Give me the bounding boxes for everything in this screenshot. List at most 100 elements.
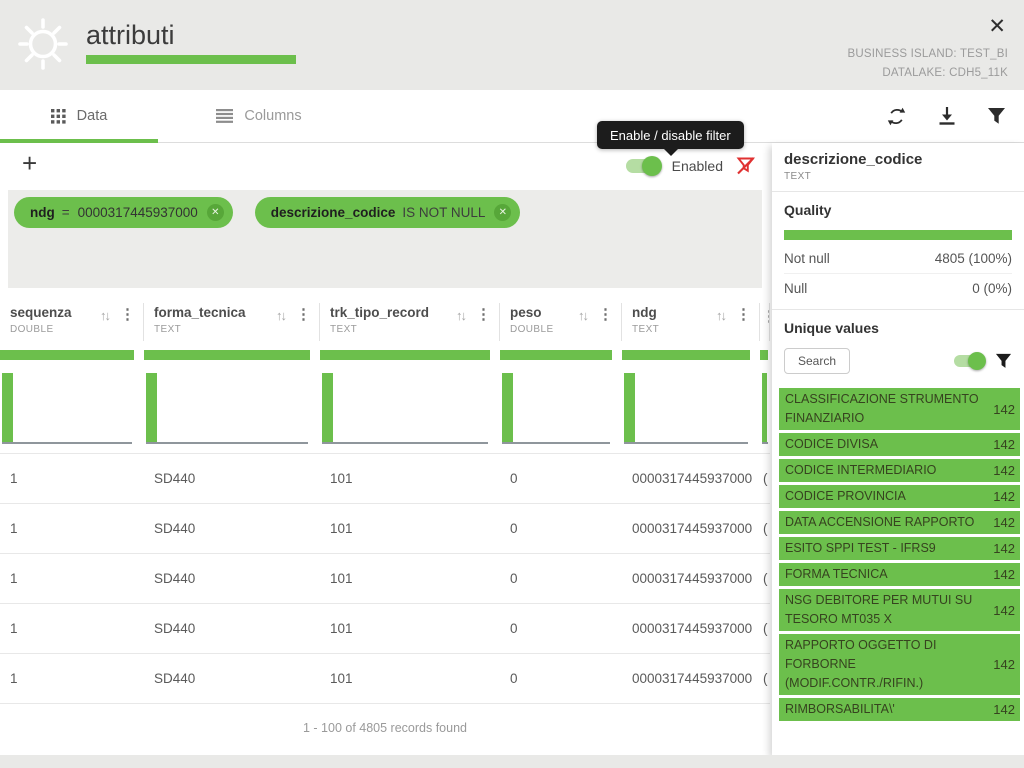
column-header-icons: ↑↓ ⋮ (456, 306, 491, 323)
filter-enabled-toggle[interactable] (625, 156, 662, 176)
list-icon (216, 109, 234, 123)
table-cell: ( (763, 471, 768, 486)
column-header: peso ↑↓ ⋮ DOUBLE (500, 296, 622, 348)
sort-icon[interactable]: ↑↓ (456, 308, 467, 323)
toolbar (884, 90, 1024, 142)
filter-chips-panel: ndg = 0000317445937000 ✕ descrizione_codice I… (8, 190, 762, 288)
table-cell: 0000317445937000 (632, 671, 753, 686)
unique-value-label: ESITO SPPI TEST - IFRS9 (785, 541, 936, 555)
unique-value-item[interactable]: CLASSIFICAZIONE STRUMENTO FINANZIARIO 142 (779, 388, 1020, 430)
table-cell: 0000317445937000 (632, 521, 753, 536)
quality-null-row: Null 0 (0%) (784, 274, 1012, 303)
table-cell: 101 (330, 621, 353, 636)
column-menu-icon[interactable]: ⋮ (296, 306, 311, 323)
chip-remove-icon[interactable]: ✕ (206, 204, 224, 221)
app-logo-sun-icon (13, 13, 73, 80)
unique-value-item[interactable]: NSG DEBITORE PER MUTUI SU TESORO MT035 X… (779, 589, 1020, 631)
table-cell: 0000317445937000 (632, 571, 753, 586)
tooltip-text: Enable / disable filter (610, 127, 731, 143)
unique-values-toggle[interactable] (954, 352, 986, 370)
table-row: 1 SD440 101 0 0000317445937000 ( (0, 554, 770, 604)
histogram-bar (502, 373, 513, 444)
column-selection-bar (622, 350, 750, 360)
tab-columns[interactable]: Columns (184, 90, 334, 142)
column-histogram (0, 360, 144, 446)
sort-icon[interactable]: ↑↓ (716, 308, 727, 323)
column-histogram (320, 360, 500, 446)
table-cell: SD440 (154, 571, 196, 586)
data-table: sequenza ↑↓ ⋮ DOUBLE forma_tecnica ↑↓ ⋮ TEXT trk… (0, 296, 770, 752)
table-cell: 101 (330, 521, 353, 536)
table-cell: 1 (10, 671, 18, 686)
table-cell: 101 (330, 571, 353, 586)
unique-values-filter-icon[interactable] (995, 353, 1012, 369)
unique-value-label: CLASSIFICAZIONE STRUMENTO FINANZIARIO (785, 392, 979, 425)
column-menu-icon[interactable]: ⋮ (120, 306, 135, 323)
sort-icon[interactable]: ↑↓ (276, 308, 287, 323)
filter-row: + Enabled (0, 143, 770, 190)
column-type: TEXT (154, 324, 182, 335)
tooltip-enable-disable-filter: Enable / disable filter (597, 121, 744, 156)
refresh-button[interactable] (884, 104, 909, 129)
unique-values-search-button[interactable]: Search (784, 348, 851, 374)
unique-value-item[interactable]: CODICE DIVISA 142 (779, 433, 1020, 456)
unique-value-item[interactable]: CODICE PROVINCIA 142 (779, 485, 1020, 508)
datalake-label: DATALAKE: CDH5_11K (882, 67, 1008, 79)
column-histogram (622, 360, 760, 446)
download-button[interactable] (936, 104, 958, 128)
unique-values-list: CLASSIFICAZIONE STRUMENTO FINANZIARIO 142… (779, 388, 1020, 721)
unique-value-item[interactable]: RAPPORTO OGGETTO DI FORBORNE (MODIF.CONT… (779, 634, 1020, 695)
column-type: DOUBLE (510, 324, 554, 335)
column-menu-icon[interactable]: ⋮ (598, 306, 613, 323)
null-value: 0 (0%) (972, 281, 1012, 296)
unique-value-item[interactable]: RIMBORSABILITA\' 142 (779, 698, 1020, 721)
table-row: 1 SD440 101 0 0000317445937000 ( (0, 604, 770, 654)
table-cell: 101 (330, 471, 353, 486)
column-type: TEXT (632, 324, 660, 335)
filter-disabled-red-icon[interactable] (735, 156, 756, 176)
table-row: 1 SD440 101 0 0000317445937000 ( (0, 454, 770, 504)
table-cell: ( (763, 621, 768, 636)
unique-value-item[interactable]: CODICE INTERMEDIARIO 142 (779, 459, 1020, 482)
add-filter-button[interactable]: + (16, 149, 43, 177)
column-menu-icon[interactable]: ⋮ (762, 308, 770, 325)
title-underline (86, 55, 296, 64)
table-cell: ( (763, 521, 768, 536)
column-name: sequenza (10, 305, 72, 320)
unique-value-item[interactable]: DATA ACCENSIONE RAPPORTO 142 (779, 511, 1020, 534)
table-cell: 1 (10, 621, 18, 636)
sort-icon[interactable]: ↑↓ (100, 308, 111, 323)
horizontal-scrollbar-track[interactable] (0, 755, 1024, 768)
sort-icon[interactable]: ↑↓ (578, 308, 589, 323)
table-cell: 0 (510, 621, 518, 636)
column-selection-bar (760, 350, 768, 360)
filter-chip-field: descrizione_codice (270, 205, 396, 220)
column-histogram (760, 360, 770, 446)
unique-value-count: 142 (993, 541, 1015, 556)
column-menu-icon[interactable]: ⋮ (476, 306, 491, 323)
tab-bar: Data Columns (0, 90, 1024, 143)
table-cell: 0 (510, 671, 518, 686)
filter-chip-value: 0000317445937000 (77, 205, 198, 220)
refresh-icon (887, 107, 906, 125)
filter-button[interactable] (985, 105, 1008, 127)
panel-divider (772, 191, 1024, 192)
tab-data[interactable]: Data (0, 90, 158, 143)
unique-value-count: 142 (993, 515, 1015, 530)
column-selection-bar (320, 350, 490, 360)
column-selection-bar (0, 350, 134, 360)
unique-value-item[interactable]: ESITO SPPI TEST - IFRS9 142 (779, 537, 1020, 560)
close-icon[interactable]: ✕ (984, 12, 1010, 41)
quality-bar (784, 230, 1012, 240)
filter-chip-field: ndg (30, 205, 55, 220)
table-header-row: sequenza ↑↓ ⋮ DOUBLE forma_tecnica ↑↓ ⋮ TEXT trk… (0, 296, 770, 348)
column-menu-icon[interactable]: ⋮ (736, 306, 751, 323)
chip-remove-icon[interactable]: ✕ (494, 204, 512, 221)
column-header-clipped: ⋮ (760, 296, 770, 348)
header: attributi ✕ BUSINESS ISLAND: TEST_BI DAT… (0, 0, 1024, 90)
histogram-bar (762, 373, 767, 444)
column-histogram (500, 360, 622, 446)
column-type: TEXT (330, 324, 358, 335)
unique-value-item[interactable]: FORMA TECNICA 142 (779, 563, 1020, 586)
column-header-icons: ↑↓ ⋮ (716, 306, 751, 323)
